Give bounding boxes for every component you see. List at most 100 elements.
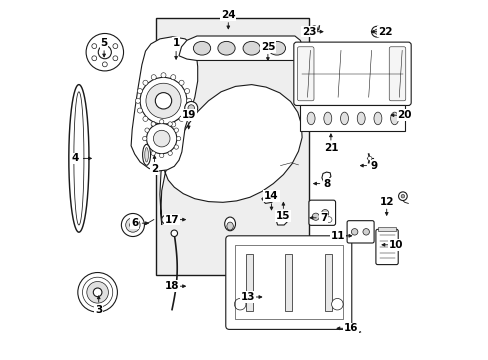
Bar [324, 254, 331, 311]
Ellipse shape [357, 112, 365, 125]
Text: 9: 9 [370, 161, 377, 171]
Circle shape [184, 89, 189, 94]
Ellipse shape [144, 148, 148, 162]
Circle shape [137, 89, 142, 94]
FancyBboxPatch shape [346, 221, 373, 243]
Text: 6: 6 [131, 218, 138, 228]
Circle shape [92, 44, 97, 49]
Circle shape [144, 128, 149, 132]
Text: 3: 3 [95, 305, 102, 315]
Text: 23: 23 [302, 27, 316, 37]
Circle shape [168, 151, 172, 156]
Ellipse shape [218, 41, 235, 55]
Text: 25: 25 [260, 42, 275, 52]
Polygon shape [321, 172, 330, 182]
Circle shape [176, 136, 181, 141]
Circle shape [398, 192, 407, 201]
Circle shape [161, 73, 166, 78]
Circle shape [174, 128, 178, 132]
Text: 20: 20 [397, 110, 411, 120]
FancyBboxPatch shape [388, 47, 405, 101]
Circle shape [374, 29, 379, 34]
Text: 22: 22 [377, 27, 391, 37]
Circle shape [161, 124, 166, 129]
FancyBboxPatch shape [297, 47, 313, 101]
Circle shape [125, 218, 140, 232]
Circle shape [170, 122, 176, 127]
Circle shape [140, 77, 186, 124]
Ellipse shape [306, 112, 314, 125]
Ellipse shape [226, 222, 233, 230]
Circle shape [162, 215, 170, 224]
Polygon shape [160, 85, 302, 225]
Text: 1: 1 [172, 38, 180, 48]
Bar [285, 254, 292, 311]
Text: 12: 12 [379, 197, 393, 207]
Circle shape [142, 136, 146, 141]
Circle shape [129, 222, 136, 228]
Ellipse shape [340, 112, 348, 125]
Circle shape [92, 56, 97, 61]
Circle shape [186, 98, 191, 103]
Circle shape [234, 298, 245, 310]
Bar [245, 254, 252, 311]
Text: 8: 8 [323, 179, 330, 189]
Bar [234, 245, 342, 319]
Bar [300, 105, 405, 131]
Text: 14: 14 [264, 191, 278, 201]
Circle shape [311, 213, 319, 220]
Circle shape [93, 288, 102, 297]
Ellipse shape [390, 112, 398, 125]
Bar [377, 227, 396, 231]
Circle shape [87, 282, 108, 303]
Text: 15: 15 [276, 211, 290, 221]
Circle shape [144, 145, 149, 149]
Polygon shape [276, 217, 287, 225]
Circle shape [311, 26, 317, 32]
Circle shape [142, 116, 148, 121]
Circle shape [137, 108, 142, 113]
Text: 7: 7 [319, 213, 327, 223]
Circle shape [400, 194, 404, 198]
Ellipse shape [224, 217, 235, 231]
Circle shape [153, 130, 170, 147]
Polygon shape [261, 194, 274, 203]
Bar [156, 18, 309, 275]
Text: 13: 13 [241, 292, 255, 302]
FancyBboxPatch shape [308, 200, 335, 225]
Circle shape [367, 156, 371, 161]
Circle shape [151, 122, 155, 126]
Text: 5: 5 [100, 38, 107, 48]
Circle shape [86, 33, 123, 71]
Text: 2: 2 [151, 164, 158, 174]
Circle shape [174, 145, 178, 149]
Polygon shape [131, 37, 197, 171]
Text: 16: 16 [343, 323, 357, 333]
Circle shape [121, 213, 144, 237]
Circle shape [331, 298, 343, 310]
Circle shape [348, 324, 357, 333]
Text: 19: 19 [181, 110, 196, 120]
FancyBboxPatch shape [225, 236, 351, 329]
Circle shape [82, 277, 113, 307]
Circle shape [159, 153, 163, 158]
Text: 18: 18 [164, 281, 179, 291]
Circle shape [187, 105, 194, 111]
Circle shape [371, 26, 382, 37]
FancyBboxPatch shape [293, 42, 410, 105]
Circle shape [179, 80, 183, 85]
Text: 11: 11 [330, 231, 345, 241]
Circle shape [184, 102, 197, 114]
Circle shape [113, 44, 118, 49]
Circle shape [164, 218, 167, 221]
Circle shape [98, 46, 111, 59]
Ellipse shape [142, 144, 150, 165]
Circle shape [113, 56, 118, 61]
Text: 24: 24 [221, 10, 235, 20]
Ellipse shape [373, 112, 381, 125]
Circle shape [170, 75, 176, 80]
Ellipse shape [243, 41, 260, 55]
Circle shape [78, 273, 117, 312]
Circle shape [155, 93, 171, 109]
Circle shape [151, 122, 156, 127]
